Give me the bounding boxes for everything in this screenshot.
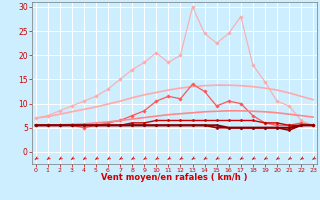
X-axis label: Vent moyen/en rafales ( km/h ): Vent moyen/en rafales ( km/h ) [101,173,248,182]
